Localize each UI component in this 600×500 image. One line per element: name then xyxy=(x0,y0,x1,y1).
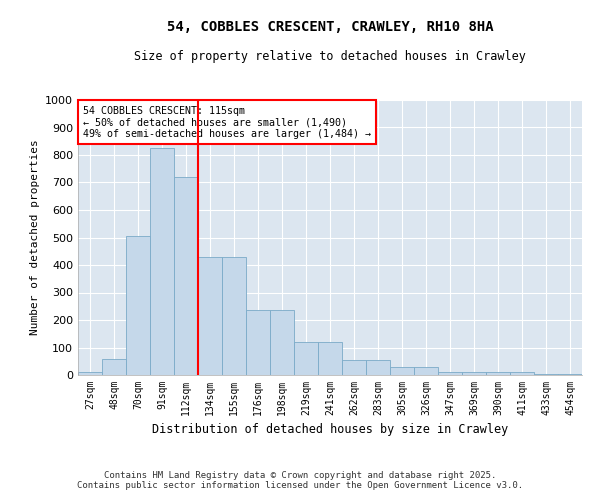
Bar xyxy=(318,342,342,375)
Bar xyxy=(366,360,390,375)
Bar xyxy=(342,360,366,375)
Bar xyxy=(222,257,246,375)
Text: Size of property relative to detached houses in Crawley: Size of property relative to detached ho… xyxy=(134,50,526,63)
Text: 54, COBBLES CRESCENT, CRAWLEY, RH10 8HA: 54, COBBLES CRESCENT, CRAWLEY, RH10 8HA xyxy=(167,20,493,34)
Bar xyxy=(78,372,102,375)
X-axis label: Distribution of detached houses by size in Crawley: Distribution of detached houses by size … xyxy=(152,424,508,436)
Bar xyxy=(414,368,438,375)
Bar xyxy=(246,310,270,375)
Bar xyxy=(558,374,582,375)
Bar xyxy=(150,148,174,375)
Bar xyxy=(198,257,222,375)
Bar xyxy=(486,372,510,375)
Bar xyxy=(270,310,294,375)
Bar xyxy=(510,372,534,375)
Bar xyxy=(126,236,150,375)
Bar xyxy=(462,372,486,375)
Y-axis label: Number of detached properties: Number of detached properties xyxy=(29,140,40,336)
Text: Contains HM Land Registry data © Crown copyright and database right 2025.
Contai: Contains HM Land Registry data © Crown c… xyxy=(77,470,523,490)
Bar xyxy=(294,342,318,375)
Bar xyxy=(438,372,462,375)
Bar xyxy=(390,368,414,375)
Bar xyxy=(534,374,558,375)
Bar xyxy=(102,358,126,375)
Bar xyxy=(174,177,198,375)
Text: 54 COBBLES CRESCENT: 115sqm
← 50% of detached houses are smaller (1,490)
49% of : 54 COBBLES CRESCENT: 115sqm ← 50% of det… xyxy=(83,106,371,138)
